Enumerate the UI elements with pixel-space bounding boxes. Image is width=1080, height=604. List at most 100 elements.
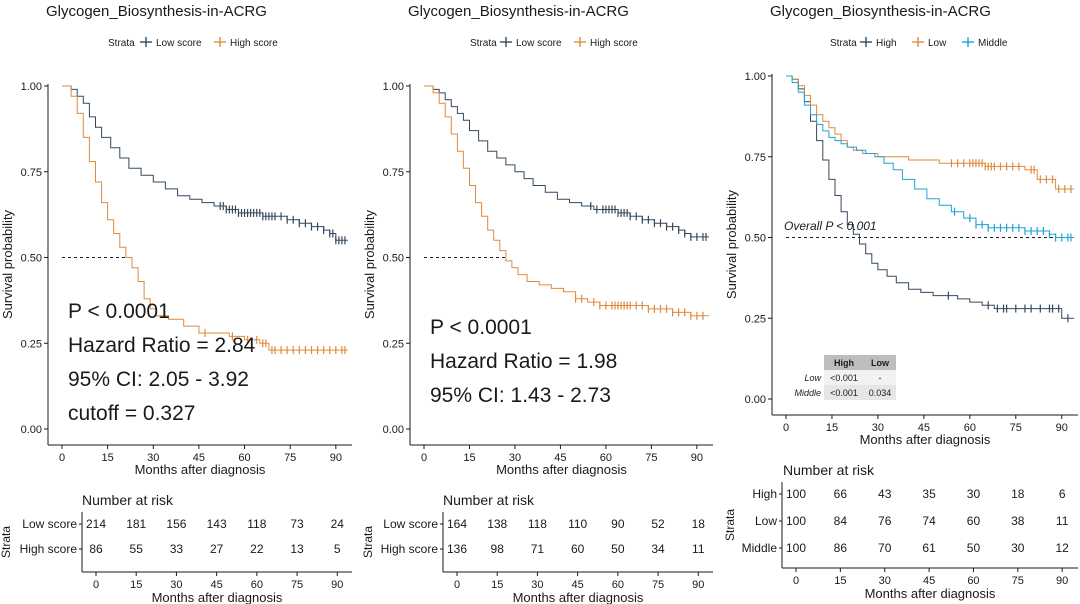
legend-item: High score (214, 37, 278, 49)
legend-label: Low score (516, 38, 562, 49)
x-tick-label: 75 (1010, 422, 1022, 434)
legend-item: Low (912, 37, 947, 49)
risk-count: 61 (922, 541, 936, 555)
survival-curve-low-score (62, 86, 348, 240)
risk-count: 100 (786, 514, 806, 528)
legend-item: High score (574, 37, 638, 49)
risk-count: 30 (1011, 541, 1025, 555)
risk-x-tick-label: 90 (1056, 575, 1068, 587)
risk-count: 84 (834, 514, 848, 528)
y-tick-label: 1.00 (21, 81, 42, 93)
x-tick-label: 90 (330, 452, 342, 464)
pvalue-cell: 0.034 (869, 388, 892, 398)
y-tick-label: 0.00 (745, 394, 766, 406)
risk-x-tick-label: 15 (130, 579, 142, 591)
risk-count: 76 (878, 514, 892, 528)
annotation-text: Hazard Ratio = 1.98 (430, 350, 617, 373)
pvalue-cell: <0.001 (830, 388, 858, 398)
risk-count: 33 (170, 542, 184, 556)
risk-count: 22 (250, 542, 264, 556)
legend-label: High score (230, 38, 278, 49)
risk-count: 73 (290, 517, 304, 531)
y-axis-label: Survival probability (724, 189, 739, 299)
chart-title: Glycogen_Biosynthesis-in-ACRG (408, 3, 629, 20)
annotation-text: P < 0.0001 (68, 300, 170, 323)
risk-count: 86 (89, 542, 103, 556)
chart-title: Glycogen_Biosynthesis-in-ACRG (770, 3, 991, 20)
chart-panel-2: Glycogen_Biosynthesis-in-ACRG Strata Low s… (361, 3, 713, 604)
y-tick-label: 0.50 (383, 253, 404, 265)
risk-count: 110 (568, 517, 587, 531)
risk-count: 143 (207, 517, 227, 531)
risk-row-label: Middle (742, 541, 778, 555)
risk-table-title: Number at risk (82, 492, 174, 508)
legend-label: Low score (156, 38, 202, 49)
x-tick-label: 15 (826, 422, 838, 434)
legend-title: Strata (108, 38, 135, 49)
risk-count: 11 (692, 542, 705, 556)
legend-label: High score (590, 38, 638, 49)
risk-count: 136 (447, 542, 467, 556)
annotation-text: Hazard Ratio = 2.84 (68, 334, 256, 357)
risk-table-title: Number at risk (443, 492, 535, 508)
risk-count: 12 (1055, 541, 1069, 555)
risk-count: 34 (651, 542, 665, 556)
risk-count: 100 (786, 487, 806, 501)
risk-count: 13 (290, 542, 304, 556)
risk-count: 100 (786, 541, 806, 555)
x-tick-label: 0 (59, 452, 65, 464)
x-axis-label: Months after diagnosis (496, 462, 627, 477)
risk-count: 43 (878, 487, 892, 501)
survival-curve-middle (786, 76, 1074, 238)
risk-x-tick-label: 15 (834, 575, 846, 587)
legend-label: High (876, 38, 897, 49)
risk-count: 90 (611, 517, 625, 531)
y-tick-label: 0.25 (21, 338, 42, 350)
risk-count: 6 (1059, 487, 1066, 501)
y-tick-label: 1.00 (383, 81, 404, 93)
y-tick-label: 0.75 (21, 167, 42, 179)
risk-x-tick-label: 90 (692, 579, 704, 591)
risk-x-tick-label: 75 (1012, 575, 1024, 587)
risk-row-label: Low (755, 514, 777, 528)
risk-count: 11 (1056, 514, 1069, 528)
y-axis-label: Survival probability (362, 209, 377, 319)
y-tick-label: 0.25 (745, 313, 766, 325)
risk-x-tick-label: 0 (93, 579, 99, 591)
legend: Strata Low score High score (470, 37, 638, 49)
legend-label: Middle (978, 38, 1008, 49)
annotation-text: 95% CI: 1.43 - 2.73 (430, 384, 611, 407)
risk-row-label: Low score (383, 517, 438, 531)
risk-count: 38 (1011, 514, 1025, 528)
risk-count: 70 (878, 541, 892, 555)
chart-panel-3: Glycogen_Biosynthesis-in-ACRG Strata High L… (723, 3, 1078, 601)
risk-row-label: High score (20, 542, 78, 556)
y-tick-label: 0.00 (383, 424, 404, 436)
risk-x-tick-label: 75 (291, 579, 303, 591)
pvalue-cell: Low (804, 373, 821, 383)
legend-item: Low score (500, 37, 562, 49)
risk-count: 5 (334, 542, 341, 556)
risk-table: Number at risk 0 15 30 45 60 75 90 Months after … (361, 492, 713, 604)
risk-table: Number at risk 0 15 30 45 60 75 90 Months after … (723, 462, 1078, 601)
risk-count: 118 (528, 517, 547, 531)
risk-count: 24 (331, 517, 345, 531)
chart-title: Glycogen_Biosynthesis-in-ACRG (46, 3, 267, 20)
x-tick-label: 75 (284, 452, 296, 464)
x-tick-label: 75 (645, 452, 657, 464)
legend-item: Low score (140, 37, 202, 49)
risk-table-title: Number at risk (783, 462, 875, 478)
risk-count: 50 (611, 542, 625, 556)
x-tick-label: 15 (463, 452, 475, 464)
pvalue-table: High Low Low <0.001 - Middle <0.001 0.034 (794, 355, 896, 400)
pvalue-header: Low (871, 358, 890, 368)
risk-x-tick-label: 15 (491, 579, 503, 591)
risk-count: 181 (126, 517, 146, 531)
chart-panel-1: Glycogen_Biosynthesis-in-ACRG Strata Low s… (0, 3, 352, 604)
risk-x-tick-label: 0 (454, 579, 460, 591)
risk-strata-label: Strata (723, 509, 737, 541)
risk-count: 138 (487, 517, 507, 531)
legend: Strata Low score High score (108, 37, 278, 49)
risk-count: 60 (967, 514, 981, 528)
risk-strata-label: Strata (361, 526, 375, 558)
